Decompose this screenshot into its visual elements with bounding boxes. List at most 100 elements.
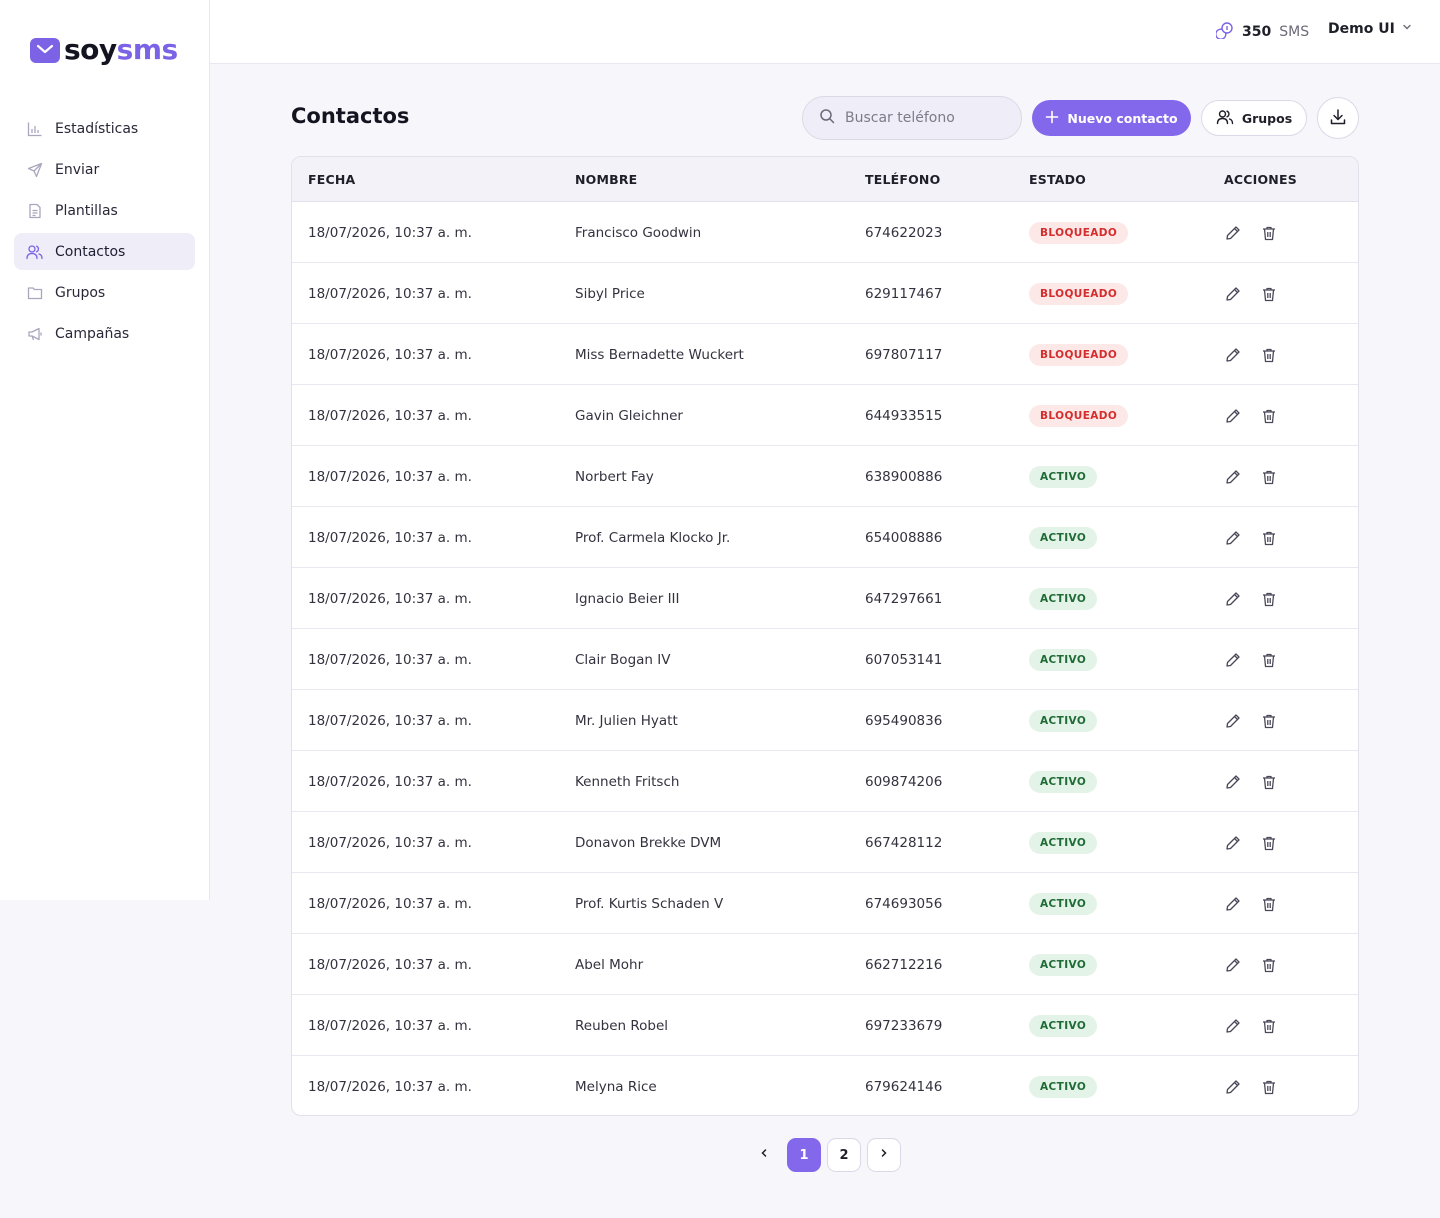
column-header-acciones: ACCIONES [1224,171,1297,187]
edit-icon[interactable] [1224,590,1242,608]
sidebar-item-enviar[interactable]: Enviar [14,151,195,188]
cell-estado: ACTIVO [1029,995,1098,1056]
cell-acciones [1224,385,1278,446]
cell-acciones [1224,873,1278,934]
trash-icon[interactable] [1260,895,1278,913]
cell-estado: ACTIVO [1029,934,1098,995]
trash-icon[interactable] [1260,956,1278,974]
cell-telefono: 638900886 [865,468,943,485]
table-row: 18/07/2026, 10:37 a. m. Prof. Kurtis Scha… [292,873,1358,934]
edit-icon[interactable] [1224,407,1242,425]
download-button[interactable] [1317,97,1359,139]
cell-estado: ACTIVO [1029,629,1098,690]
cell-fecha: 18/07/2026, 10:37 a. m. [308,773,472,790]
cell-fecha: 18/07/2026, 10:37 a. m. [308,712,472,729]
edit-icon[interactable] [1224,651,1242,669]
sidebar-item-campanas[interactable]: Campañas [14,315,195,352]
column-header-nombre[interactable]: NOMBRE [575,171,638,187]
cell-acciones [1224,202,1278,263]
cell-telefono: 674622023 [865,224,943,241]
column-header-estado[interactable]: ESTADO [1029,171,1086,187]
cell-estado: ACTIVO [1029,1056,1098,1115]
sidebar-nav: Estadísticas Enviar Plantillas Contactos… [14,110,195,356]
column-header-fecha[interactable]: FECHA [308,171,356,187]
trash-icon[interactable] [1260,1078,1278,1096]
column-header-telefono[interactable]: TELÉFONO [865,171,941,187]
trash-icon[interactable] [1260,1017,1278,1035]
trash-icon[interactable] [1260,407,1278,425]
brand-logo[interactable]: soysms [30,34,178,66]
cell-nombre: Sibyl Price [575,285,645,302]
prev-page-button[interactable] [747,1138,781,1172]
cell-estado: BLOQUEADO [1029,324,1129,385]
user-menu[interactable]: Demo UI [1328,21,1413,37]
table-row: 18/07/2026, 10:37 a. m. Norbert Fay 638900… [292,446,1358,507]
trash-icon[interactable] [1260,468,1278,486]
sidebar-item-label: Contactos [55,243,126,260]
sidebar-item-label: Campañas [55,325,130,342]
table-body: 18/07/2026, 10:37 a. m. Francisco Goodwin… [292,202,1358,1115]
edit-icon[interactable] [1224,468,1242,486]
sidebar-item-grupos[interactable]: Grupos [14,274,195,311]
edit-icon[interactable] [1224,346,1242,364]
table-row: 18/07/2026, 10:37 a. m. Gavin Gleichner 64… [292,385,1358,446]
edit-icon[interactable] [1224,712,1242,730]
contacts-table: FECHA NOMBRE TELÉFONO ESTADO ACCIONES 18… [291,156,1359,1116]
page-title: Contactos [291,104,410,128]
cell-fecha: 18/07/2026, 10:37 a. m. [308,956,472,973]
trash-icon[interactable] [1260,651,1278,669]
cell-telefono: 697807117 [865,346,943,363]
edit-icon[interactable] [1224,1017,1242,1035]
status-badge: ACTIVO [1029,526,1098,549]
sidebar-item-contactos[interactable]: Contactos [14,233,195,270]
edit-icon[interactable] [1224,834,1242,852]
cell-telefono: 607053141 [865,651,943,668]
sidebar-item-estadisticas[interactable]: Estadísticas [14,110,195,147]
page-button-1[interactable]: 1 [787,1138,821,1172]
table-row: 18/07/2026, 10:37 a. m. Francisco Goodwin… [292,202,1358,263]
chevron-down-icon [1401,21,1413,37]
trash-icon[interactable] [1260,529,1278,547]
search-input[interactable] [845,110,1005,126]
table-row: 18/07/2026, 10:37 a. m. Sibyl Price 629117… [292,263,1358,324]
edit-icon[interactable] [1224,773,1242,791]
sidebar-item-plantillas[interactable]: Plantillas [14,192,195,229]
user-name: Demo UI [1328,21,1395,37]
status-badge: ACTIVO [1029,709,1098,732]
trash-icon[interactable] [1260,590,1278,608]
cell-fecha: 18/07/2026, 10:37 a. m. [308,1078,472,1095]
cell-nombre: Clair Bogan IV [575,651,671,668]
edit-icon[interactable] [1224,224,1242,242]
cell-acciones [1224,263,1278,324]
trash-icon[interactable] [1260,834,1278,852]
credits-unit: SMS [1279,24,1310,40]
coins-icon [1215,21,1234,43]
cell-fecha: 18/07/2026, 10:37 a. m. [308,834,472,851]
cell-telefono: 697233679 [865,1017,943,1034]
status-badge: ACTIVO [1029,892,1098,915]
page-button-2[interactable]: 2 [827,1138,861,1172]
new-contact-button[interactable]: Nuevo contacto [1032,100,1191,136]
status-badge: BLOQUEADO [1029,404,1129,427]
edit-icon[interactable] [1224,895,1242,913]
trash-icon[interactable] [1260,773,1278,791]
edit-icon[interactable] [1224,956,1242,974]
cell-telefono: 667428112 [865,834,943,851]
status-badge: ACTIVO [1029,1014,1098,1037]
megaphone-icon [26,325,43,342]
table-row: 18/07/2026, 10:37 a. m. Melyna Rice 679624… [292,1056,1358,1115]
trash-icon[interactable] [1260,285,1278,303]
edit-icon[interactable] [1224,285,1242,303]
next-page-button[interactable] [867,1138,901,1172]
trash-icon[interactable] [1260,712,1278,730]
edit-icon[interactable] [1224,1078,1242,1096]
edit-icon[interactable] [1224,529,1242,547]
groups-button[interactable]: Grupos [1201,100,1307,136]
cell-estado: BLOQUEADO [1029,263,1129,324]
cell-telefono: 662712216 [865,956,943,973]
cell-estado: ACTIVO [1029,690,1098,751]
trash-icon[interactable] [1260,346,1278,364]
cell-acciones [1224,751,1278,812]
trash-icon[interactable] [1260,224,1278,242]
cell-estado: ACTIVO [1029,751,1098,812]
